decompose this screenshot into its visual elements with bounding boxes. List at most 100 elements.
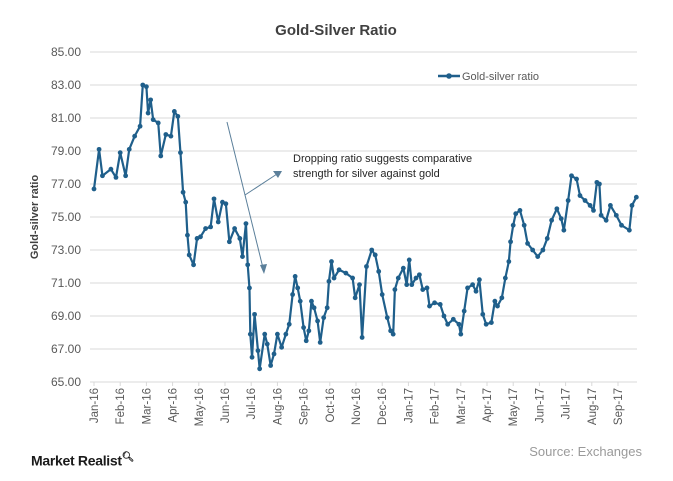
y-tick-label: 71.00 [51, 276, 81, 290]
data-point [565, 198, 571, 203]
data-point [535, 254, 541, 259]
data-point [126, 146, 132, 152]
data-point [315, 318, 320, 324]
data-point [186, 252, 192, 258]
data-point [223, 201, 229, 207]
data-point [492, 298, 498, 304]
x-tick-label: Jun-17 [534, 388, 546, 423]
data-point [262, 331, 268, 337]
annotation-text-line-2: strength for silver against gold [293, 168, 440, 180]
annotation-arrowhead-pointer [273, 171, 282, 178]
x-tick-label: Mar-16 [141, 388, 153, 424]
data-point [525, 241, 530, 246]
x-tick-label: Feb-17 [430, 388, 442, 424]
y-tick-label: 85.00 [51, 45, 81, 59]
data-point [420, 287, 426, 292]
data-point [208, 224, 214, 230]
data-point [395, 275, 401, 281]
y-tick-label: 69.00 [51, 309, 81, 323]
data-point [91, 186, 97, 192]
data-point [409, 282, 415, 288]
data-point [406, 257, 412, 263]
data-point [424, 285, 430, 291]
series-gold-silver-ratio [91, 82, 639, 372]
data-point [561, 227, 567, 233]
data-point [247, 285, 252, 291]
legend-dot-marker [446, 73, 452, 79]
data-point [488, 320, 494, 325]
x-tick-label: Jul-16 [246, 388, 258, 419]
y-tick-label: 65.00 [51, 375, 81, 389]
data-point [458, 331, 464, 337]
data-point [598, 212, 604, 218]
x-axis-ticks: Jan-16 Feb-16 Mar-16 Apr-16 May-16 Jun-16 Jul-… [89, 382, 625, 426]
data-point [619, 222, 624, 228]
data-point [132, 133, 138, 139]
data-point [437, 302, 443, 307]
data-point [237, 236, 243, 241]
data-point [577, 193, 583, 198]
data-point [369, 247, 375, 253]
data-point [108, 166, 114, 172]
data-point [404, 282, 410, 288]
data-point [607, 203, 613, 208]
annotation-text-line-1: Dropping ratio suggests comparative [293, 153, 472, 165]
data-point [123, 173, 129, 179]
x-tick-label: Dec-16 [377, 388, 389, 425]
chart-title: Gold-Silver Ratio [275, 22, 397, 39]
data-point [603, 217, 609, 223]
data-point [247, 331, 253, 337]
data-point [483, 321, 489, 327]
data-point [331, 275, 337, 281]
data-point [306, 328, 312, 334]
data-point [155, 120, 161, 126]
x-tick-label: Apr-17 [482, 388, 494, 423]
x-tick-label: Aug-16 [272, 388, 284, 425]
x-tick-label: Jan-16 [89, 388, 101, 423]
data-point [191, 262, 196, 268]
annotation-arrow-pointer [244, 173, 278, 196]
data-point [441, 313, 447, 319]
data-point [359, 335, 365, 340]
data-point [255, 348, 261, 354]
data-point [183, 199, 189, 205]
data-point [295, 285, 301, 291]
y-tick-label: 73.00 [51, 243, 81, 257]
data-point [150, 117, 156, 123]
y-tick-label: 79.00 [51, 144, 81, 158]
data-point [445, 321, 451, 327]
data-point [96, 146, 102, 152]
data-point [473, 288, 479, 294]
data-point [198, 234, 203, 240]
data-point [508, 239, 513, 245]
data-point [549, 217, 555, 223]
data-point [303, 338, 309, 344]
data-point [180, 189, 186, 195]
annotation: Dropping ratio suggests comparative stre… [226, 121, 472, 274]
data-point [413, 275, 419, 281]
data-point [145, 110, 151, 116]
data-point [309, 298, 314, 304]
data-point [574, 176, 579, 182]
data-point [252, 311, 257, 317]
x-tick-label: Oct-16 [325, 388, 337, 423]
data-point [137, 123, 143, 129]
market-realist-logo: Market Realist🔍︎ [31, 452, 134, 469]
y-tick-label: 81.00 [51, 111, 81, 125]
data-point [364, 264, 369, 269]
data-point [243, 221, 249, 227]
data-point [100, 173, 105, 179]
data-point [357, 282, 362, 288]
data-point [384, 315, 390, 321]
data-point [249, 354, 255, 360]
data-point [506, 259, 512, 264]
data-point [279, 344, 285, 350]
y-tick-label: 75.00 [51, 210, 81, 224]
data-point [292, 274, 298, 279]
data-point [480, 311, 486, 317]
x-tick-label: Jul-17 [561, 388, 573, 419]
data-point [185, 232, 190, 238]
data-point [264, 341, 270, 347]
data-point [591, 208, 596, 213]
gridlines [90, 51, 637, 383]
